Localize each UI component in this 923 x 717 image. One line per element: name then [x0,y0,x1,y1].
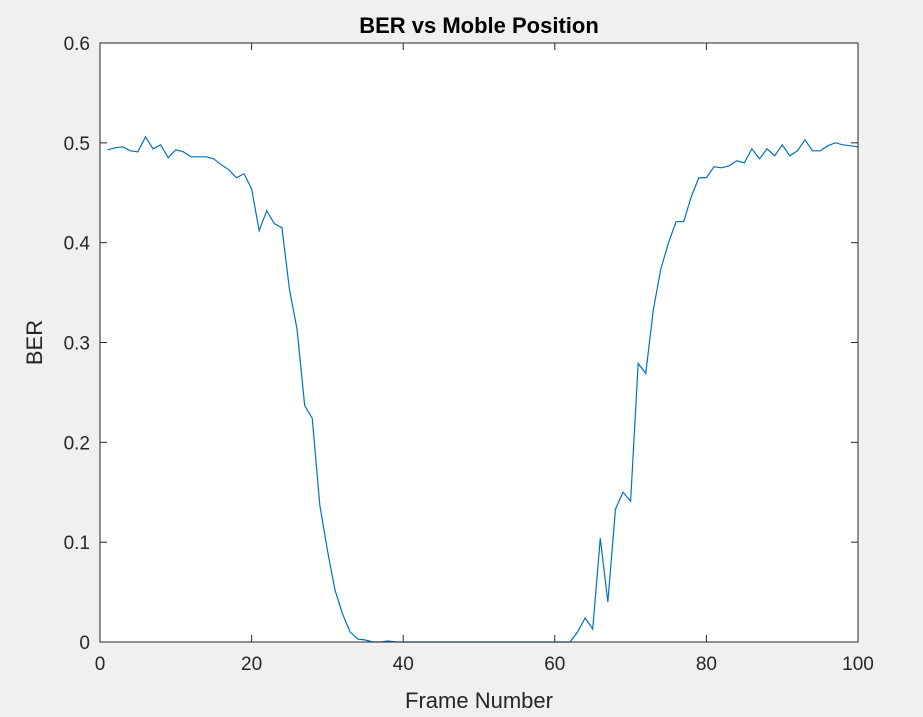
x-tick-label: 20 [241,654,262,675]
x-tick-label: 40 [393,654,414,675]
x-tick-label: 100 [842,654,874,675]
y-tick-label: 0 [79,633,90,654]
y-tick-label: 0.5 [64,134,90,155]
y-tick-label: 0.3 [64,334,90,355]
axes-background [100,43,858,642]
x-tick-label: 60 [544,654,565,675]
x-tick-labels: 0 20 40 60 80 100 [95,654,874,675]
x-axis-label: Frame Number [405,688,553,713]
x-tick-label: 80 [696,654,717,675]
axes-box [99,42,859,643]
y-tick-labels: 0 0.1 0.2 0.3 0.4 0.5 0.6 [64,34,91,654]
x-tick-label: 0 [95,654,106,675]
y-tick-label: 0.2 [64,433,90,454]
y-tick-label: 0.1 [64,533,90,554]
plot-area [99,42,859,643]
chart-title: BER vs Moble Position [359,13,599,38]
y-tick-label: 0.4 [64,234,91,255]
y-tick-label: 0.6 [64,34,90,55]
y-axis-label: BER [22,320,47,365]
